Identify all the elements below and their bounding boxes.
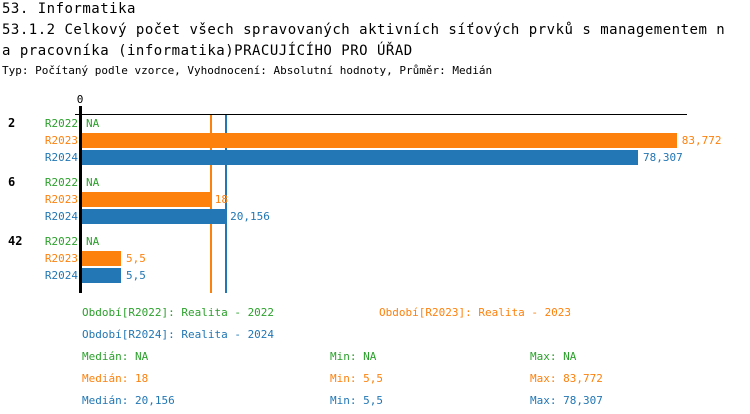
bar-r2023 (82, 192, 210, 207)
stat-max-r2024: Max: 78,307 (530, 394, 603, 407)
series-label-r2024: R2024 (44, 269, 78, 282)
bar-value-label: 20,156 (230, 210, 270, 223)
stat-median-r2024: Medián: 20,156 (82, 394, 175, 407)
bar-r2024 (82, 268, 122, 283)
series-label-r2023: R2023 (44, 193, 78, 206)
bar-r2024 (82, 150, 638, 165)
bar-r2023 (82, 251, 122, 266)
legend-period-r2023: Období[R2023]: Realita - 2023 (379, 306, 572, 319)
report-meta: Typ: Počítaný podle vzorce, Vyhodnocení:… (2, 64, 493, 77)
legend-period-r2024: Období[R2024]: Realita - 2024 (82, 328, 275, 341)
median-line-r2024 (225, 114, 228, 293)
stat-min-r2023: Min: 5,5 (330, 372, 383, 385)
na-value-label: NA (86, 117, 100, 130)
stat-median-r2022: Medián: NA (82, 350, 149, 363)
x-axis-zero-label: 0 (76, 93, 84, 106)
median-line-r2023 (209, 114, 212, 293)
x-axis-line (75, 114, 687, 115)
series-label-r2022: R2022 (44, 176, 78, 189)
bar-value-label: 18 (214, 193, 229, 206)
bar-value-label: 5,5 (126, 269, 146, 282)
report-section-title: 53. Informatika (2, 1, 136, 17)
bar-value-label: 78,307 (642, 151, 683, 164)
series-label-r2022: R2022 (44, 117, 78, 130)
bar-r2024 (82, 209, 226, 224)
group-label: 42 (8, 234, 23, 248)
stat-min-r2022: Min: NA (330, 350, 377, 363)
stat-max-r2023: Max: 83,772 (530, 372, 603, 385)
stat-median-r2023: Medián: 18 (82, 372, 149, 385)
series-label-r2024: R2024 (44, 210, 78, 223)
report-title-line-1: 53.1.2 Celkový počet všech spravovaných … (2, 22, 726, 38)
na-value-label: NA (86, 176, 100, 189)
stat-min-r2024: Min: 5,5 (330, 394, 383, 407)
series-label-r2022: R2022 (44, 235, 78, 248)
stat-max-r2022: Max: NA (530, 350, 577, 363)
bar-value-label: 5,5 (126, 252, 146, 265)
series-label-r2023: R2023 (44, 252, 78, 265)
legend-period-r2022: Období[R2022]: Realita - 2022 (82, 306, 275, 319)
report-title-line-2: a pracovníka (informatika)PRACUJÍCÍHO PR… (2, 43, 413, 59)
bar-r2023 (82, 133, 677, 148)
series-label-r2023: R2023 (44, 134, 78, 147)
group-label: 2 (8, 116, 16, 130)
y-axis-line (79, 106, 82, 293)
na-value-label: NA (86, 235, 100, 248)
series-label-r2024: R2024 (44, 151, 78, 164)
group-label: 6 (8, 175, 16, 189)
bar-value-label: 83,772 (681, 134, 722, 147)
